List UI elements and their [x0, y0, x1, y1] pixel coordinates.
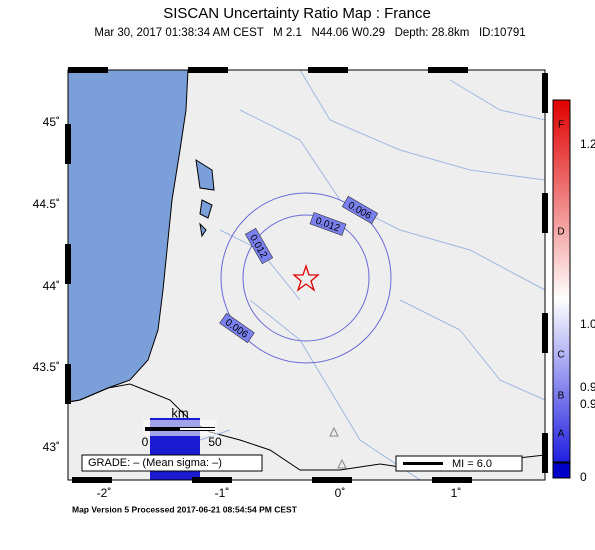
mi-box [395, 455, 523, 472]
map-area: 0.006 0.012 0.012 0.006 [68, 70, 545, 480]
colorbar-letter: F [558, 120, 564, 131]
scale-bar: km 0 50 [142, 405, 222, 449]
lat-label: 43˚ [43, 440, 60, 454]
lat-label: 44˚ [43, 279, 60, 293]
scale-unit: km [171, 405, 188, 420]
scale-end: 50 [208, 435, 222, 449]
lon-labels: -2˚ -1˚ 0˚ 1˚ [97, 486, 462, 500]
mi-text: MI = 6.0 [452, 458, 492, 470]
lon-label: -2˚ [97, 486, 112, 500]
lat-label: 43.5˚ [33, 360, 60, 374]
colorbar-value: 0 [580, 470, 587, 484]
colorbar-letter: D [557, 227, 564, 238]
colorbar-value: 0.9 [580, 380, 595, 394]
lon-label: 1˚ [451, 486, 462, 500]
lat-labels: 45˚ 44.5˚ 44˚ 43.5˚ 43˚ [33, 115, 60, 454]
colorbar-value: 1.2 [580, 137, 595, 151]
subtitle: Mar 30, 2017 01:38:34 AM CEST M 2.1 N44.… [94, 27, 525, 39]
colorbar-value: 0.9 [580, 397, 595, 411]
grade-box [81, 454, 263, 472]
colorbar-letter: C [557, 350, 564, 361]
lat-label: 44.5˚ [33, 197, 60, 211]
footer: Map Version 5 Processed 2017-06-21 08:54… [72, 504, 298, 514]
scale-start: 0 [142, 435, 149, 449]
lon-label: 0˚ [335, 486, 346, 500]
lon-label: -1˚ [215, 486, 230, 500]
title: SISCAN Uncertainty Ratio Map : France [163, 5, 431, 22]
grade-text: GRADE: – (Mean sigma: –) [88, 457, 222, 469]
epicenter-star [292, 263, 320, 292]
colorbar-value: 1.0 [580, 317, 595, 331]
colorbar: F D C B A 1.2 1.0 0.9 0.9 0 [552, 99, 595, 484]
lat-label: 45˚ [43, 115, 60, 129]
colorbar-letter: B [558, 391, 565, 402]
colorbar-letter: A [558, 429, 565, 440]
